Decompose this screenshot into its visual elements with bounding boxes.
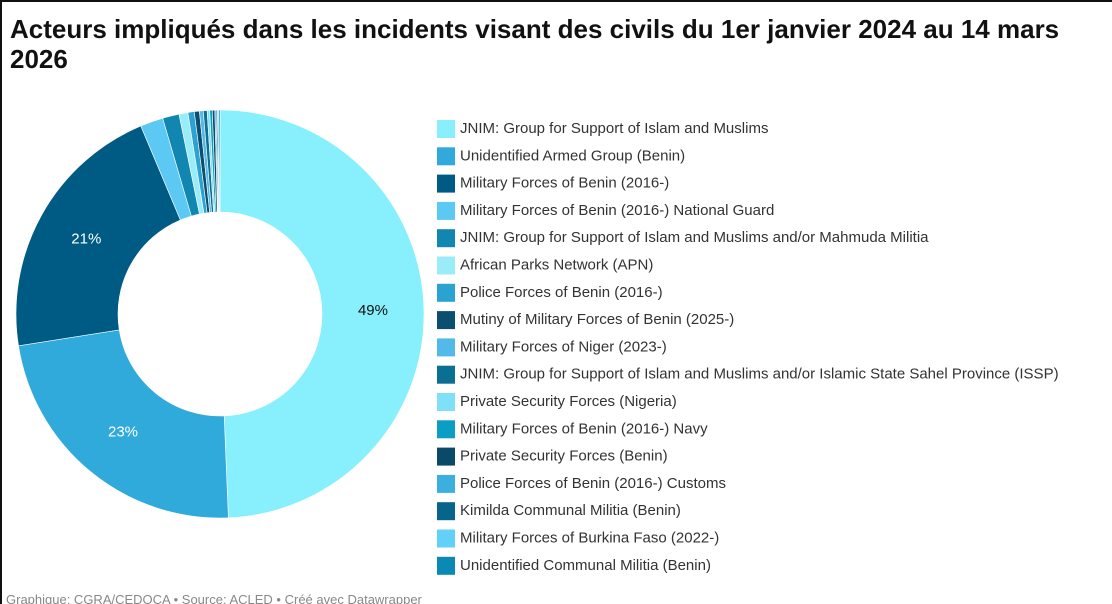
legend-swatch <box>437 174 455 193</box>
legend-swatch <box>437 256 455 275</box>
legend-swatch <box>437 420 455 439</box>
legend-swatch <box>437 393 455 411</box>
legend-label: Military Forces of Benin (2016-) <box>460 175 669 192</box>
legend-label: JNIM: Group for Support of Islam and Mus… <box>460 366 1059 383</box>
legend-label: Mutiny of Military Forces of Benin (2025… <box>460 311 734 328</box>
legend-label: Private Security Forces (Nigeria) <box>460 393 677 410</box>
legend-label: Unidentified Armed Group (Benin) <box>460 147 685 164</box>
legend-label: Military Forces of Benin (2016-) Nationa… <box>460 202 774 219</box>
source-note: Graphique: CGRA/CEDOCA • Source: ACLED •… <box>6 592 422 604</box>
legend-label: Military Forces of Niger (2023-) <box>460 338 667 355</box>
legend-label: JNIM: Group for Support of Islam and Mus… <box>460 229 929 246</box>
data-label: 23% <box>108 423 138 440</box>
legend-label: Military Forces of Benin (2016-) Navy <box>460 420 708 437</box>
legend-label: JNIM: Group for Support of Islam and Mus… <box>460 120 768 137</box>
legend-swatch <box>437 365 455 384</box>
legend-label: Unidentified Communal Militia (Benin) <box>460 557 711 574</box>
legend-swatch <box>437 283 455 302</box>
legend-label: Private Security Forces (Benin) <box>460 448 668 465</box>
donut-segment <box>219 109 425 519</box>
legend-swatch <box>437 147 455 166</box>
legend-swatch <box>437 529 455 548</box>
chart-title: Acteurs impliqués dans les incidents vis… <box>10 14 1060 74</box>
legend-swatch <box>437 338 455 357</box>
legend-swatch <box>437 229 455 248</box>
legend-label: Kimilda Communal Militia (Benin) <box>460 502 681 519</box>
legend-label: Police Forces of Benin (2016-) <box>460 284 663 301</box>
legend-swatch <box>437 120 455 138</box>
donut-segment <box>18 329 229 519</box>
legend-swatch <box>437 447 455 466</box>
legend-swatch <box>437 201 455 220</box>
legend-swatch <box>437 502 455 521</box>
donut-segment <box>15 125 181 347</box>
legend-swatch <box>437 311 455 330</box>
donut-segment <box>218 109 221 213</box>
data-label: 49% <box>358 302 388 319</box>
legend-label: Military Forces of Burkina Faso (2022-) <box>460 529 719 546</box>
legend-label: Police Forces of Benin (2016-) Customs <box>460 475 726 492</box>
legend-swatch <box>437 556 455 575</box>
legend-swatch <box>437 474 455 493</box>
data-label: 21% <box>71 231 101 248</box>
legend-label: African Parks Network (APN) <box>460 256 653 273</box>
